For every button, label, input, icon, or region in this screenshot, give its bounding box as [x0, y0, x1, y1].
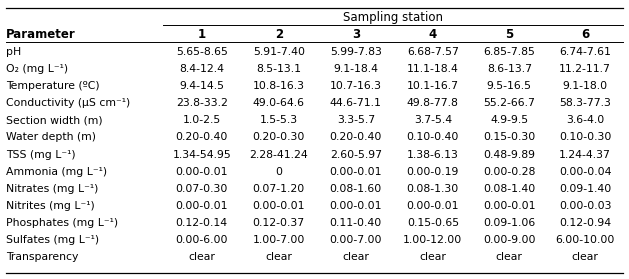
Text: 0.00-0.01: 0.00-0.01 [330, 201, 382, 211]
Text: 0.20-0.30: 0.20-0.30 [253, 133, 305, 143]
Text: Nitrites (mg L⁻¹): Nitrites (mg L⁻¹) [6, 201, 95, 211]
Text: 55.2-66.7: 55.2-66.7 [483, 98, 535, 108]
Text: 6.00-10.00: 6.00-10.00 [555, 235, 615, 245]
Text: 0.11-0.40: 0.11-0.40 [330, 218, 382, 228]
Text: TSS (mg L⁻¹): TSS (mg L⁻¹) [6, 150, 76, 160]
Text: 6.85-7.85: 6.85-7.85 [483, 47, 535, 57]
Text: 9.1-18.0: 9.1-18.0 [562, 81, 608, 91]
Text: 3.3-5.7: 3.3-5.7 [337, 115, 375, 125]
Text: 3.6-4.0: 3.6-4.0 [566, 115, 604, 125]
Text: 8.6-13.7: 8.6-13.7 [487, 64, 532, 74]
Text: 2: 2 [275, 28, 283, 41]
Text: Transparency: Transparency [6, 252, 79, 262]
Text: 1: 1 [198, 28, 206, 41]
Text: 49.8-77.8: 49.8-77.8 [407, 98, 459, 108]
Text: 1.0-2.5: 1.0-2.5 [182, 115, 221, 125]
Text: 11.1-18.4: 11.1-18.4 [407, 64, 459, 74]
Text: 1.00-7.00: 1.00-7.00 [253, 235, 305, 245]
Text: 0.12-0.14: 0.12-0.14 [175, 218, 228, 228]
Text: 1.5-5.3: 1.5-5.3 [260, 115, 298, 125]
Text: 10.8-16.3: 10.8-16.3 [253, 81, 304, 91]
Text: Phosphates (mg L⁻¹): Phosphates (mg L⁻¹) [6, 218, 118, 228]
Text: 0.10-0.30: 0.10-0.30 [559, 133, 611, 143]
Text: 5: 5 [505, 28, 513, 41]
Text: 1.24-4.37: 1.24-4.37 [559, 150, 611, 160]
Text: 4.9-9.5: 4.9-9.5 [490, 115, 528, 125]
Text: 49.0-64.6: 49.0-64.6 [253, 98, 304, 108]
Text: 5.91-7.40: 5.91-7.40 [253, 47, 304, 57]
Text: 3.7-5.4: 3.7-5.4 [414, 115, 452, 125]
Text: 0.10-0.40: 0.10-0.40 [407, 133, 459, 143]
Text: 0.00-0.01: 0.00-0.01 [252, 201, 305, 211]
Text: Ammonia (mg L⁻¹): Ammonia (mg L⁻¹) [6, 167, 108, 177]
Text: pH: pH [6, 47, 21, 57]
Text: 0.00-0.01: 0.00-0.01 [406, 201, 459, 211]
Text: clear: clear [496, 252, 523, 262]
Text: 0.15-0.65: 0.15-0.65 [407, 218, 459, 228]
Text: clear: clear [342, 252, 369, 262]
Text: Temperature (ºC): Temperature (ºC) [6, 81, 100, 91]
Text: 0.12-0.37: 0.12-0.37 [253, 218, 305, 228]
Text: 9.4-14.5: 9.4-14.5 [179, 81, 224, 91]
Text: 0.00-9.00: 0.00-9.00 [483, 235, 535, 245]
Text: 11.2-11.7: 11.2-11.7 [559, 64, 611, 74]
Text: 23.8-33.2: 23.8-33.2 [175, 98, 228, 108]
Text: 0.09-1.40: 0.09-1.40 [559, 184, 611, 194]
Text: 0.08-1.30: 0.08-1.30 [407, 184, 459, 194]
Text: Sulfates (mg L⁻¹): Sulfates (mg L⁻¹) [6, 235, 99, 245]
Text: 58.3-77.3: 58.3-77.3 [559, 98, 611, 108]
Text: 3: 3 [352, 28, 360, 41]
Text: 0.00-0.04: 0.00-0.04 [559, 167, 611, 177]
Text: 0.09-1.06: 0.09-1.06 [483, 218, 535, 228]
Text: 0.08-1.40: 0.08-1.40 [483, 184, 535, 194]
Text: Conductivity (µS cm⁻¹): Conductivity (µS cm⁻¹) [6, 98, 131, 108]
Text: Parameter: Parameter [6, 28, 76, 41]
Text: 10.1-16.7: 10.1-16.7 [407, 81, 459, 91]
Text: clear: clear [188, 252, 215, 262]
Text: 9.5-16.5: 9.5-16.5 [487, 81, 532, 91]
Text: 9.1-18.4: 9.1-18.4 [333, 64, 378, 74]
Text: 6.68-7.57: 6.68-7.57 [407, 47, 459, 57]
Text: Nitrates (mg L⁻¹): Nitrates (mg L⁻¹) [6, 184, 99, 194]
Text: 6: 6 [581, 28, 589, 41]
Text: clear: clear [265, 252, 292, 262]
Text: 0.00-0.03: 0.00-0.03 [559, 201, 611, 211]
Text: 0.00-0.01: 0.00-0.01 [330, 167, 382, 177]
Text: 1.00-12.00: 1.00-12.00 [403, 235, 462, 245]
Text: 1.38-6.13: 1.38-6.13 [407, 150, 459, 160]
Text: 0.00-0.01: 0.00-0.01 [175, 167, 228, 177]
Text: 0.20-0.40: 0.20-0.40 [330, 133, 382, 143]
Text: 5.99-7.83: 5.99-7.83 [330, 47, 382, 57]
Text: O₂ (mg L⁻¹): O₂ (mg L⁻¹) [6, 64, 69, 74]
Text: 5.65-8.65: 5.65-8.65 [175, 47, 228, 57]
Text: 8.5-13.1: 8.5-13.1 [256, 64, 301, 74]
Text: 0: 0 [276, 167, 282, 177]
Text: 1.34-54.95: 1.34-54.95 [172, 150, 231, 160]
Text: 0.12-0.94: 0.12-0.94 [559, 218, 611, 228]
Text: Sampling station: Sampling station [343, 11, 443, 24]
Text: 0.48-9.89: 0.48-9.89 [483, 150, 535, 160]
Text: clear: clear [420, 252, 447, 262]
Text: 0.07-1.20: 0.07-1.20 [253, 184, 305, 194]
Text: 8.4-12.4: 8.4-12.4 [179, 64, 224, 74]
Text: 0.00-0.01: 0.00-0.01 [175, 201, 228, 211]
Text: clear: clear [572, 252, 599, 262]
Text: Section width (m): Section width (m) [6, 115, 103, 125]
Text: 4: 4 [429, 28, 437, 41]
Text: 0.08-1.60: 0.08-1.60 [330, 184, 382, 194]
Text: 0.15-0.30: 0.15-0.30 [483, 133, 535, 143]
Text: Water depth (m): Water depth (m) [6, 133, 96, 143]
Text: 0.20-0.40: 0.20-0.40 [175, 133, 228, 143]
Text: 10.7-16.3: 10.7-16.3 [330, 81, 382, 91]
Text: 0.00-7.00: 0.00-7.00 [330, 235, 382, 245]
Text: 0.07-0.30: 0.07-0.30 [175, 184, 228, 194]
Text: 2.28-41.24: 2.28-41.24 [249, 150, 308, 160]
Text: 44.6-71.1: 44.6-71.1 [330, 98, 382, 108]
Text: 2.60-5.97: 2.60-5.97 [330, 150, 382, 160]
Text: 0.00-0.01: 0.00-0.01 [483, 201, 535, 211]
Text: 0.00-0.28: 0.00-0.28 [483, 167, 535, 177]
Text: 6.74-7.61: 6.74-7.61 [559, 47, 611, 57]
Text: 0.00-6.00: 0.00-6.00 [175, 235, 228, 245]
Text: 0.00-0.19: 0.00-0.19 [407, 167, 459, 177]
